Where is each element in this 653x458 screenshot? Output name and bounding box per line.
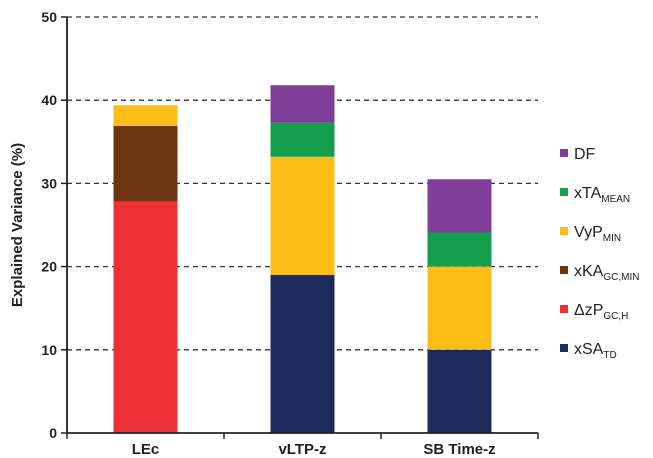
y-tick-label: 10 (41, 342, 57, 358)
legend-label: ΔzPGC,H (574, 302, 628, 322)
bars (113, 85, 492, 433)
bar-segment (427, 266, 492, 350)
legend-swatch (560, 188, 568, 196)
legend-swatch (560, 266, 568, 274)
bar-segment (270, 122, 335, 157)
y-tick-label: 40 (41, 92, 57, 108)
legend: DF xTAMEAN VyPMIN xKAGC,MIN ΔzPGC,H xSATD (560, 146, 639, 361)
legend-swatch (560, 227, 568, 235)
x-category-label: LEc (132, 441, 160, 458)
legend-swatch (560, 305, 568, 313)
bar-segment (270, 85, 335, 123)
bar-segment (427, 349, 492, 433)
y-tick-label: 20 (41, 259, 57, 275)
x-category-label: SB Time-z (423, 441, 495, 458)
legend-label: xKAGC,MIN (574, 263, 639, 283)
bar-segment (113, 105, 178, 126)
bar-segment (113, 125, 178, 202)
bar-segment (270, 156, 335, 275)
legend-label: xSATD (574, 341, 617, 361)
y-tick-label: 0 (49, 425, 57, 441)
y-tick-label: 30 (41, 175, 57, 191)
y-tick-label: 50 (41, 9, 57, 25)
legend-swatch (560, 344, 568, 352)
y-axis-title: Explained Variance (%) (9, 143, 26, 307)
bar-segment (113, 201, 178, 433)
x-category-label: vLTP-z (278, 441, 326, 458)
bar-segment (270, 274, 335, 433)
legend-label: DF (574, 146, 596, 163)
axes (61, 16, 539, 439)
legend-swatch (560, 149, 568, 157)
bar-segment (427, 179, 492, 233)
legend-label: VyPMIN (574, 224, 621, 244)
y-tick-labels: 0 10 20 30 40 50 (41, 9, 57, 441)
x-category-labels: LEc vLTP-z SB Time-z (132, 441, 496, 458)
legend-label: xTAMEAN (574, 185, 630, 205)
bar-segment (427, 232, 492, 267)
